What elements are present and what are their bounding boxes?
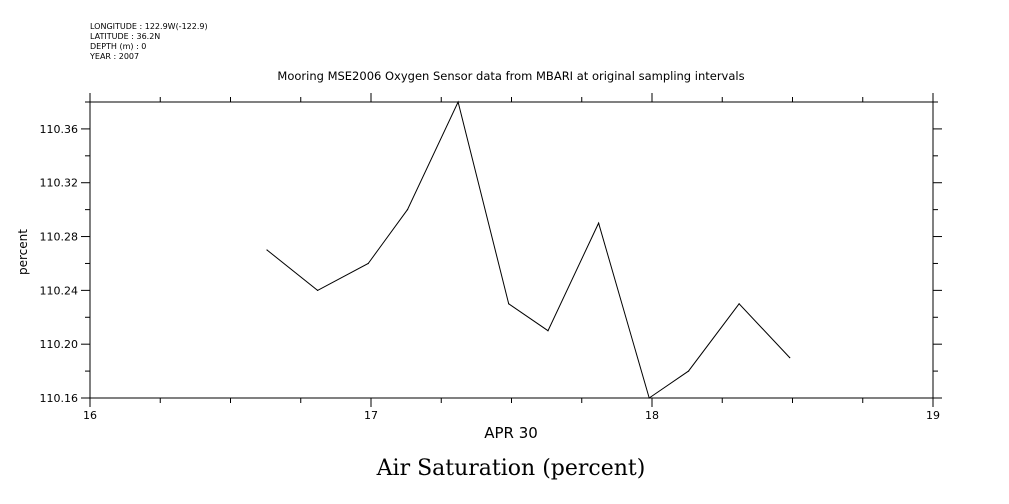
x-tick-label: 19 xyxy=(926,409,940,422)
data-point xyxy=(457,101,459,103)
x-axis-label: APR 30 xyxy=(484,424,538,442)
x-tick-label: 18 xyxy=(645,409,659,422)
y-tick-label: 110.24 xyxy=(40,284,79,297)
year-text: YEAR : 2007 xyxy=(90,52,140,61)
plot-frame xyxy=(89,101,934,399)
y-tick-label: 110.32 xyxy=(40,177,79,190)
data-point xyxy=(648,397,650,399)
data-point xyxy=(367,262,369,265)
data-point xyxy=(508,303,510,305)
data-point xyxy=(738,303,740,305)
y-axis: 110.16 110.20 110.24 110.28 110.32 110.36 xyxy=(40,101,942,405)
data-point xyxy=(317,289,319,291)
y-tick-label: 110.16 xyxy=(40,392,79,405)
series-line xyxy=(266,100,791,399)
data-point xyxy=(406,209,409,211)
x-tick-label: 17 xyxy=(364,409,378,422)
longitude-text: LONGITUDE : 122.9W(-122.9) xyxy=(90,22,208,31)
y-tick-label: 110.20 xyxy=(40,338,79,351)
data-point xyxy=(598,222,600,224)
y-axis-label: percent xyxy=(16,229,30,275)
data-point xyxy=(789,357,791,359)
x-axis: 16 17 18 19 xyxy=(83,93,940,422)
y-tick-label: 110.36 xyxy=(40,123,79,136)
chart-title: Mooring MSE2006 Oxygen Sensor data from … xyxy=(277,69,744,83)
y-tick-label: 110.28 xyxy=(40,231,79,244)
latitude-text: LATITUDE : 36.2N xyxy=(90,32,161,41)
chart-caption: Air Saturation (percent) xyxy=(376,456,646,481)
data-point xyxy=(547,330,549,332)
data-point xyxy=(687,370,690,372)
location-metadata: LONGITUDE : 122.9W(-122.9) LATITUDE : 36… xyxy=(90,22,208,62)
x-tick-label: 16 xyxy=(83,409,97,422)
data-point xyxy=(266,249,268,251)
series-group xyxy=(266,100,791,399)
depth-text: DEPTH (m) : 0 xyxy=(90,42,147,51)
